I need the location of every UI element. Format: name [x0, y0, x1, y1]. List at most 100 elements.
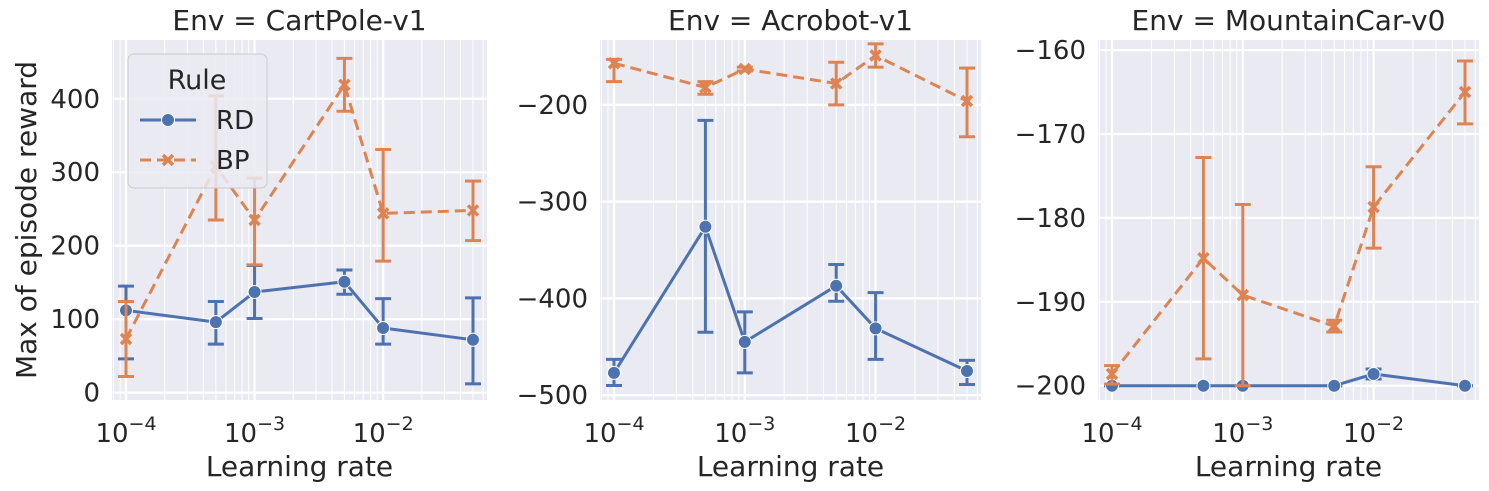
data-point: [248, 213, 261, 227]
y-tick-label: −170: [1015, 120, 1086, 150]
data-point: [466, 204, 480, 217]
marker-stroke: [1236, 288, 1250, 302]
y-tick-label: −190: [1015, 288, 1086, 318]
marker-stroke: [466, 204, 480, 217]
panel-title: Env = MountainCar-v0: [1132, 4, 1446, 37]
data-point: [868, 321, 883, 336]
y-tick-label: 300: [50, 158, 100, 188]
series-line: [124, 83, 474, 340]
legend-marker-rd: [161, 113, 175, 127]
data-point: [1458, 85, 1472, 99]
marker-stroke: [376, 207, 390, 220]
data-point: [1327, 378, 1342, 393]
series-line: [613, 54, 968, 103]
x-axis-label: Learning rate: [206, 450, 393, 483]
marker-stroke: [1367, 200, 1380, 214]
marker-stroke: [829, 77, 843, 90]
data-point: [466, 332, 480, 347]
panel-2: 10−4 10−3 10−2 −500 −400 −300 −200 Env = Acrobo…: [517, 4, 981, 483]
series-bp: [606, 42, 975, 139]
y-tick-label: −180: [1015, 204, 1086, 234]
marker-stroke: [1458, 85, 1472, 99]
marker-stroke: [161, 153, 175, 167]
marker-stroke: [960, 94, 974, 108]
marker-stroke: [699, 81, 712, 94]
legend-title: Rule: [168, 65, 227, 96]
x-tick-label: 10−4: [95, 413, 156, 449]
marker-stroke: [248, 213, 261, 227]
data-point: [829, 278, 844, 293]
series-rd: [606, 118, 975, 387]
data-point: [119, 332, 133, 346]
x-tick-label: 10−2: [845, 413, 906, 449]
data-point: [1366, 366, 1381, 381]
data-point: [1327, 319, 1341, 333]
x-tick-label: 10−3: [714, 413, 775, 449]
x-tick-label: 10−2: [353, 413, 414, 449]
data-point: [829, 77, 843, 90]
y-axis-label: Max of episode reward: [10, 61, 43, 379]
marker-stroke: [1327, 319, 1341, 333]
x-tick-label: 10−4: [583, 413, 644, 449]
panel-3: 10−4 10−3 10−2 −200 −190 −180 −170 −160 Env = Mo…: [1015, 4, 1479, 483]
panel-1: 10−4 10−3 10−2 0 100 200 300 400 Env = CartPole-…: [10, 4, 487, 483]
data-point: [698, 219, 713, 234]
marker-stroke: [1105, 367, 1119, 381]
legend-marker-bp: [161, 153, 175, 167]
marker-stroke: [607, 56, 621, 70]
series-line: [1112, 372, 1466, 388]
data-point: [1105, 367, 1119, 381]
panel-title: Env = CartPole-v1: [172, 4, 426, 37]
y-tick-label: −160: [1015, 36, 1086, 66]
y-tick-label: 200: [50, 232, 100, 262]
data-point: [376, 321, 391, 335]
marker-stroke: [338, 78, 351, 92]
data-point: [338, 78, 351, 92]
data-point: [337, 274, 352, 289]
y-tick-label: −200: [1015, 372, 1086, 402]
data-point: [737, 334, 752, 349]
y-tick-label: 100: [50, 305, 100, 335]
x-tick-label: 10−3: [224, 413, 285, 449]
data-point: [607, 56, 621, 70]
y-tick-label: −400: [517, 284, 588, 314]
x-tick-label: 10−2: [1343, 413, 1404, 449]
series-rd: [118, 264, 481, 386]
x-axis-label: Learning rate: [697, 450, 884, 483]
marker-stroke: [1197, 251, 1210, 265]
legend-label-bp: BP: [216, 146, 250, 176]
data-point: [699, 81, 712, 94]
marker-stroke: [119, 332, 133, 346]
series-line: [612, 225, 968, 374]
legend-label-rd: RD: [216, 106, 254, 136]
data-point: [738, 62, 752, 76]
data-point: [208, 315, 223, 330]
legend-box: [127, 53, 268, 189]
x-tick-label: 10−3: [1212, 413, 1273, 449]
marker-stroke: [738, 62, 752, 76]
data-point: [607, 365, 621, 380]
data-point: [1197, 251, 1210, 265]
y-tick-label: 400: [50, 85, 100, 115]
minor-gridlines: [600, 40, 978, 400]
y-tick-label: −500: [517, 381, 588, 411]
legend: Rule RD BP: [127, 53, 268, 189]
y-tick-label: 0: [83, 379, 100, 409]
data-point: [1196, 378, 1211, 393]
series-line: [1110, 91, 1467, 375]
data-point: [960, 94, 974, 108]
data-point: [1367, 200, 1380, 214]
plot-area: [600, 40, 981, 400]
marker-stroke: [869, 49, 882, 62]
y-tick-label: −200: [517, 91, 588, 121]
plot-area: [1098, 40, 1479, 400]
data-point: [1236, 288, 1250, 302]
data-point: [960, 363, 974, 378]
x-tick-label: 10−4: [1081, 413, 1142, 449]
panel-title: Env = Acrobot-v1: [668, 4, 913, 37]
series-bp: [1104, 59, 1473, 388]
y-tick-label: −300: [517, 188, 588, 218]
data-point: [1458, 378, 1472, 393]
data-point: [869, 49, 882, 62]
